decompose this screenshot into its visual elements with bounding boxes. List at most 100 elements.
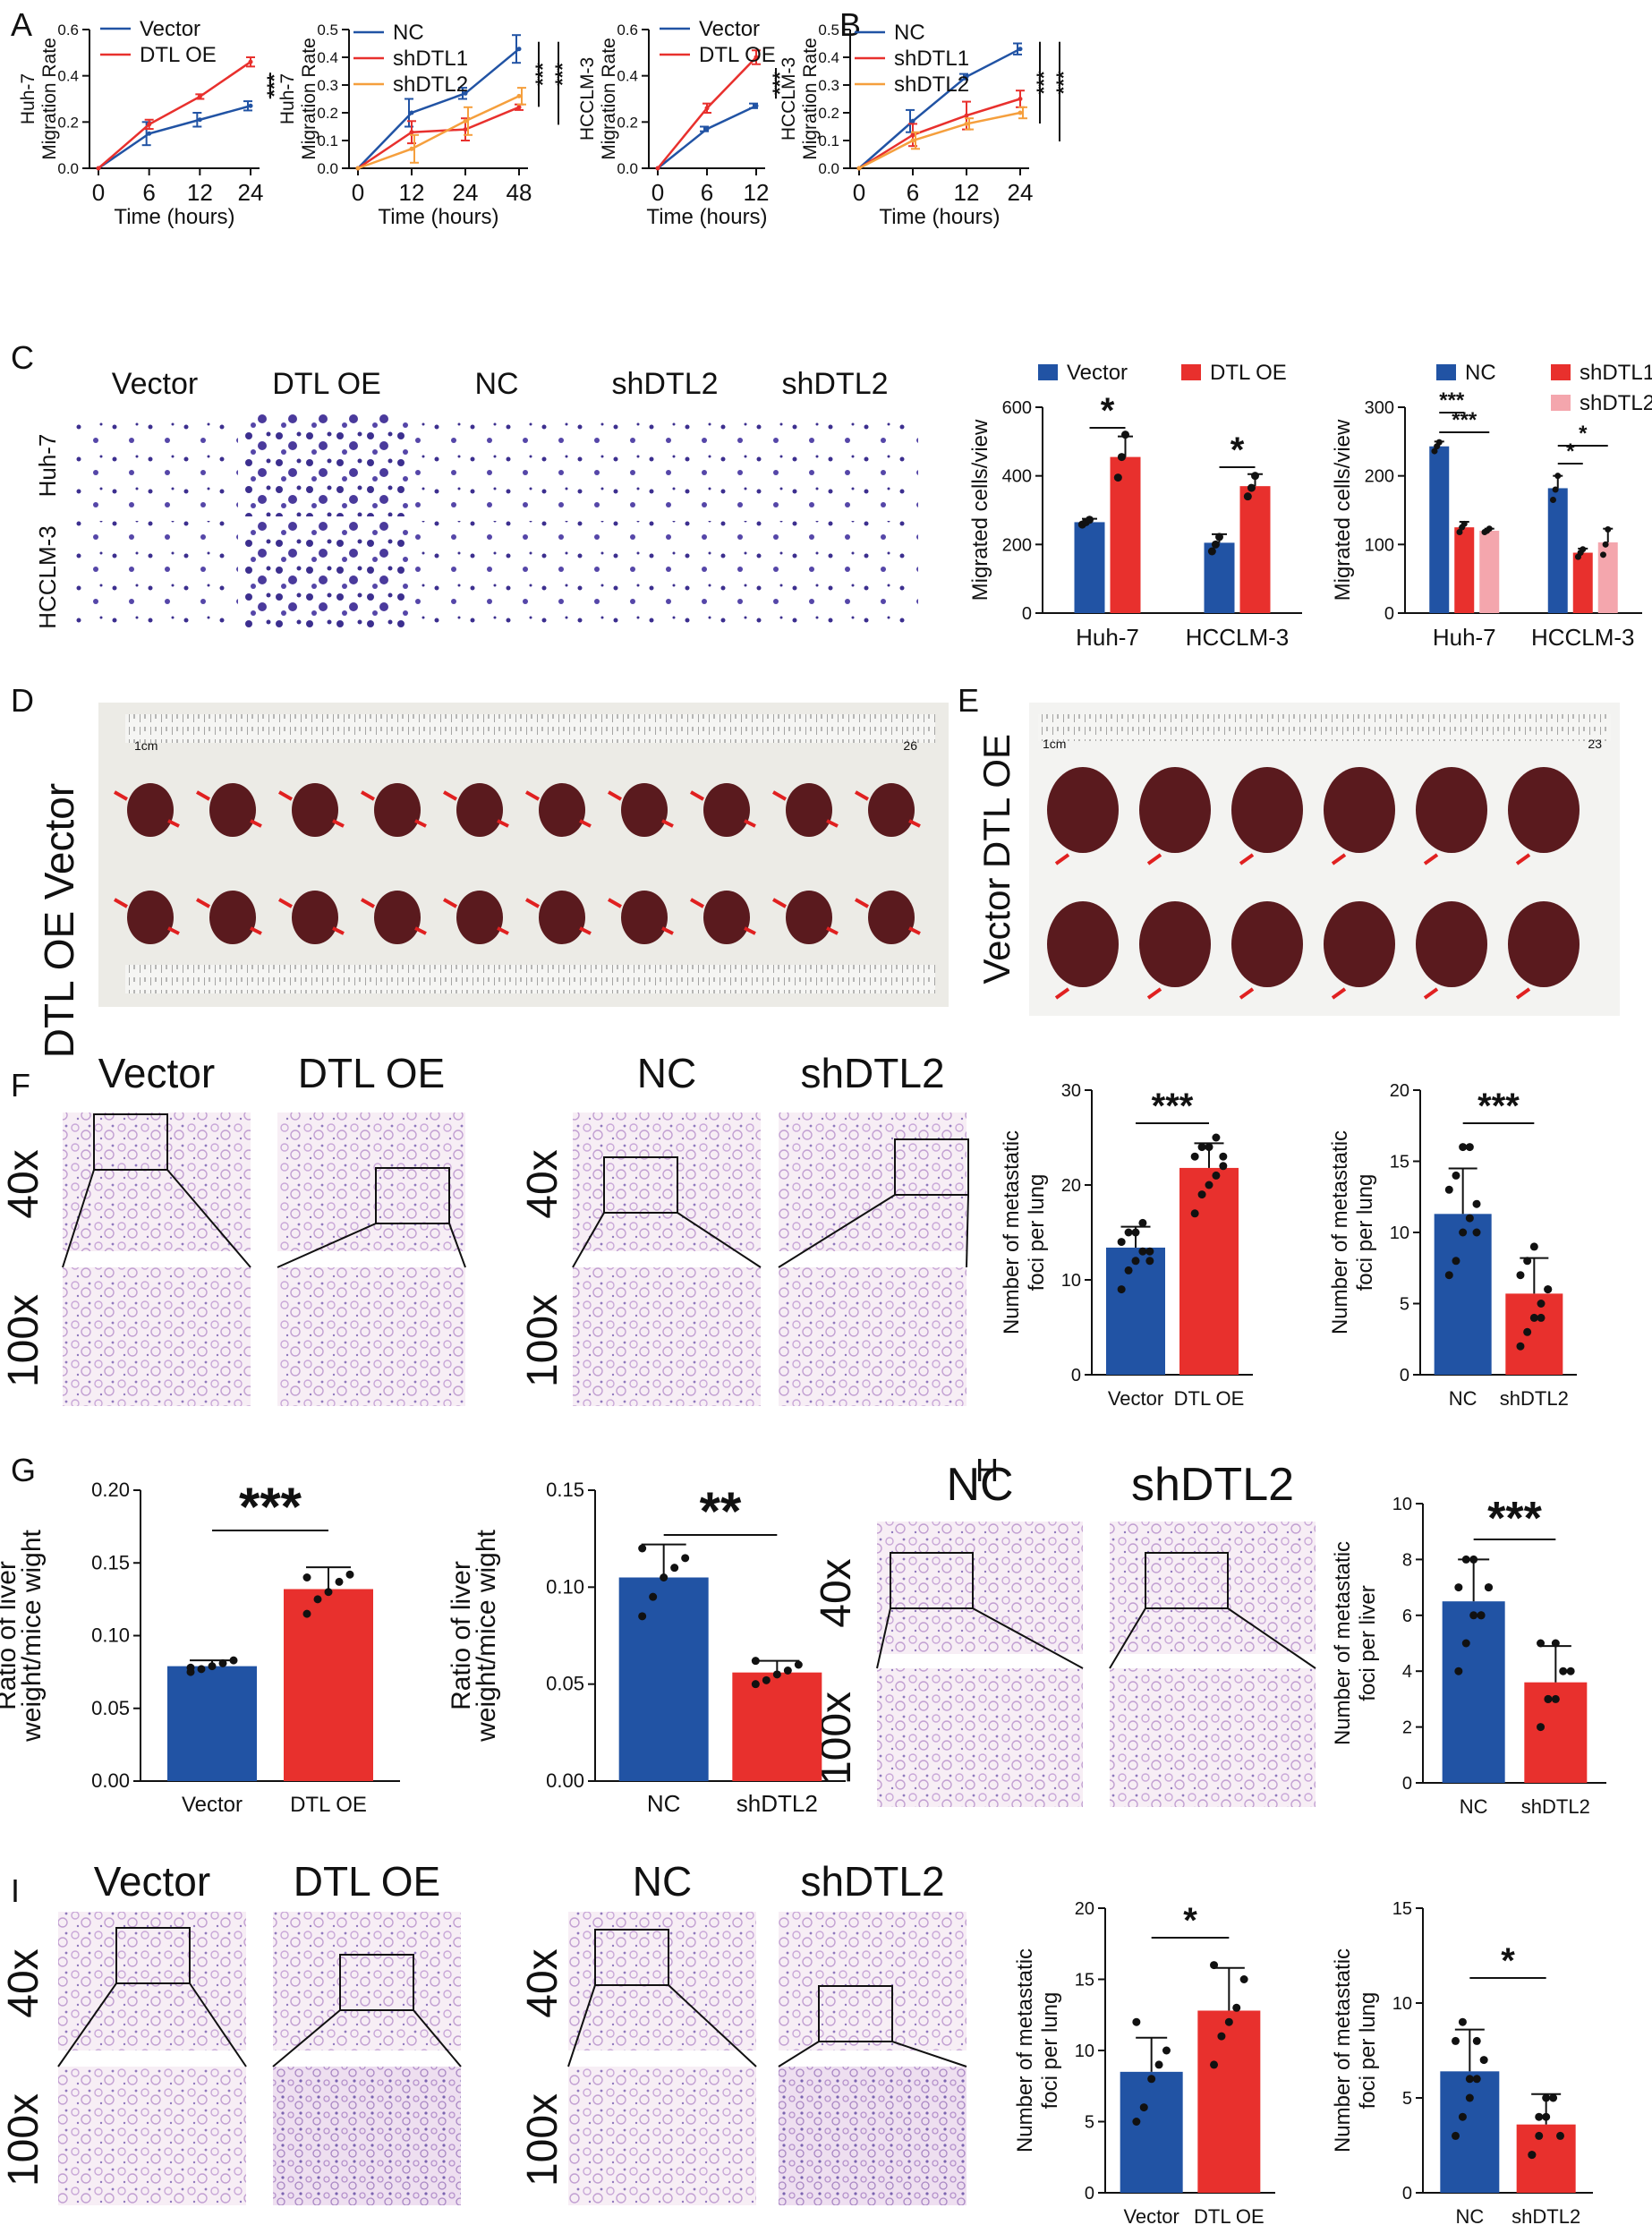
data-point [1551,1694,1560,1703]
legend-label: NC [393,21,424,45]
data-point [1217,2032,1226,2041]
data-point [324,1588,333,1597]
data-point [463,127,468,132]
data-point [1452,1171,1460,1180]
series-line-vector [657,105,757,169]
magnification-label: 40x [519,1149,566,1218]
y-tick-label: 0.4 [317,49,338,66]
data-point [1190,1152,1199,1161]
y-tick-label: 0.2 [57,114,79,131]
chart-i2: 0 5 10 15 Number of metastatic foci per lung N… [1331,1899,1593,2225]
zoom-line [272,2009,341,2067]
y-axis-label: Migrated cells/view [1331,419,1355,601]
data-point [1451,2036,1460,2045]
zoom-line [166,1169,251,1268]
lung-specimen [456,891,503,944]
y-axis-label: HCCLM-3 [779,57,799,141]
data-point [1537,1300,1546,1308]
data-point [655,166,660,171]
x-tick-label: 6 [142,179,155,206]
data-point [1542,2112,1551,2121]
data-point [302,1573,311,1581]
data-point [1537,1313,1546,1322]
column-label: shDTL2 [800,1050,944,1096]
y-tick-label: 0.0 [57,160,79,177]
data-point [1486,525,1493,533]
zoom-line [567,1984,596,2067]
magnification-label: 100x [519,2093,566,2187]
lung-specimen [703,891,750,944]
y-tick-label: 100 [1365,535,1394,555]
liver-specimen [1416,901,1487,987]
column-label: Vector [98,1050,215,1096]
arrow-icon [690,790,756,828]
data-point [1211,540,1220,549]
y-tick-label: 200 [1365,467,1394,487]
data-point [1451,2131,1460,2140]
arrow-icon [443,790,509,828]
y-tick-label: 0 [1071,1366,1081,1385]
data-point [1454,1667,1463,1675]
data-point [1544,1694,1553,1703]
data-point [1132,2017,1141,2026]
x-tick-label: shDTL2 [1521,1795,1590,1818]
x-tick-label: 0 [853,179,865,206]
lung-specimen [539,891,585,944]
legend-label: DTL OE [140,43,217,67]
arrow-icon [1054,853,1070,865]
x-tick-label: 48 [507,179,532,206]
y-tick-label: 0.0 [617,160,638,177]
data-point [1454,1583,1463,1592]
data-point [1139,2103,1148,2112]
series-line-shdtl1 [858,98,1021,170]
data-point [1472,1199,1481,1208]
y-tick-label: 0.0 [317,160,338,177]
lung-specimen [374,891,421,944]
chart-h1: 0 2 4 6 8 10 Number of metastatic foci per live… [1331,1493,1606,1818]
liver-specimen [1508,901,1580,987]
arrow-icon [1239,853,1255,865]
data-point [197,1665,206,1674]
arrow-icon [1331,987,1347,1000]
micrograph [580,521,748,628]
bar-dtl-oe [284,1589,373,1781]
y-axis-label: Migration Rate [299,38,319,160]
series-line-shdtl1 [357,106,520,170]
significance-label: *** [239,1477,302,1537]
y-axis-label: weight/mice wight [472,1529,501,1742]
y-tick-label: 0.3 [317,77,338,94]
data-point [1452,1257,1460,1266]
y-tick-label: 10 [1061,1271,1081,1291]
bar-dtl-oe [1239,486,1271,613]
data-point [660,1573,668,1581]
data-point [409,110,414,115]
series-line-nc [357,47,520,169]
data-point [638,1544,647,1553]
chart-b2: 0.0 0.1 0.2 0.3 0.4 0.5 0 6 12 24 Time (hours) HCCL… [779,21,1075,229]
chart-c1: 0 200 400 600 Migrated cells/view Huh-7 HCCLM-… [968,361,1302,651]
data-point [754,103,759,108]
micrograph [412,413,580,516]
magnification-label: 40x [0,1149,47,1218]
data-point [1444,1271,1453,1280]
legend-swatch [1551,364,1571,380]
data-point [638,1612,647,1621]
data-point [1460,520,1468,527]
arrow-icon [196,898,262,935]
zoom-line [891,2041,967,2067]
data-point [1086,516,1094,524]
legend-label: NC [894,21,925,45]
data-point [1205,1181,1213,1189]
data-point [335,1577,344,1586]
zoom-line [778,2041,820,2067]
y-tick-label: 0 [1400,1366,1409,1385]
data-point [762,1675,771,1684]
y-tick-label: 10 [1390,1223,1409,1243]
lung-specimen [868,891,915,944]
lung-specimen [374,783,421,837]
data-point [1535,2131,1544,2140]
x-tick-label: 0 [352,179,364,206]
y-tick-label: 2 [1402,1718,1412,1738]
y-tick-label: 0.2 [818,105,839,122]
